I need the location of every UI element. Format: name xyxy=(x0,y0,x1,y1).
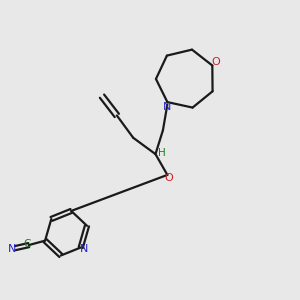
Text: H: H xyxy=(158,148,166,158)
Text: O: O xyxy=(212,57,220,67)
Text: N: N xyxy=(80,244,88,254)
Text: N: N xyxy=(163,101,172,112)
Text: N: N xyxy=(8,244,16,254)
Text: O: O xyxy=(164,173,173,184)
Text: C: C xyxy=(23,239,30,249)
